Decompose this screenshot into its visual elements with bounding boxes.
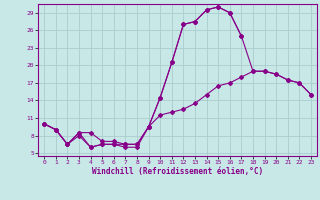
X-axis label: Windchill (Refroidissement éolien,°C): Windchill (Refroidissement éolien,°C): [92, 167, 263, 176]
